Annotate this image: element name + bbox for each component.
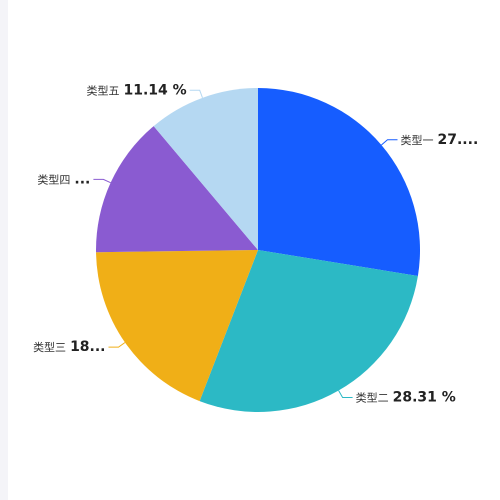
slice-label-1: 类型一 27.... — [401, 132, 479, 148]
pie-slices — [96, 88, 421, 413]
slice-label-name: 类型一 — [401, 133, 434, 147]
pie-labels: 类型一 27.... 类型二 28.31 % 类型三 18... 类型四 ... 类型五 11.1… — [33, 82, 478, 405]
pie-slice-3[interactable] — [96, 250, 259, 402]
slice-label-4: 类型四... — [37, 171, 90, 187]
slice-label-value: 18... — [70, 339, 105, 355]
pie-slice-2[interactable] — [199, 250, 418, 413]
pie-slice-5[interactable] — [153, 88, 258, 250]
slice-label-5: 类型五 11.14 % — [87, 82, 187, 98]
slice-label-2: 类型二 28.31 % — [356, 390, 456, 406]
slice-label-name: 类型三 — [33, 340, 66, 354]
leader-line-3 — [108, 342, 126, 348]
slice-label-value: 28.31 % — [393, 390, 456, 406]
leader-line-4 — [93, 178, 111, 184]
leader-line-5 — [189, 89, 203, 98]
slice-label-value: ... — [74, 171, 90, 187]
slice-label-name: 类型五 — [87, 83, 120, 97]
pie-slice-4[interactable] — [96, 126, 258, 253]
pie-slice-1[interactable] — [258, 88, 421, 276]
slice-label-value: 27.... — [438, 132, 479, 148]
slice-label-name: 类型二 — [356, 391, 389, 405]
pie-leader-lines — [93, 89, 398, 398]
leader-line-1 — [381, 139, 398, 146]
leader-line-2 — [338, 390, 353, 398]
slice-label-name: 类型四 — [37, 172, 70, 186]
slice-label-3: 类型三 18... — [33, 339, 105, 355]
slice-label-value: 11.14 % — [124, 82, 187, 98]
